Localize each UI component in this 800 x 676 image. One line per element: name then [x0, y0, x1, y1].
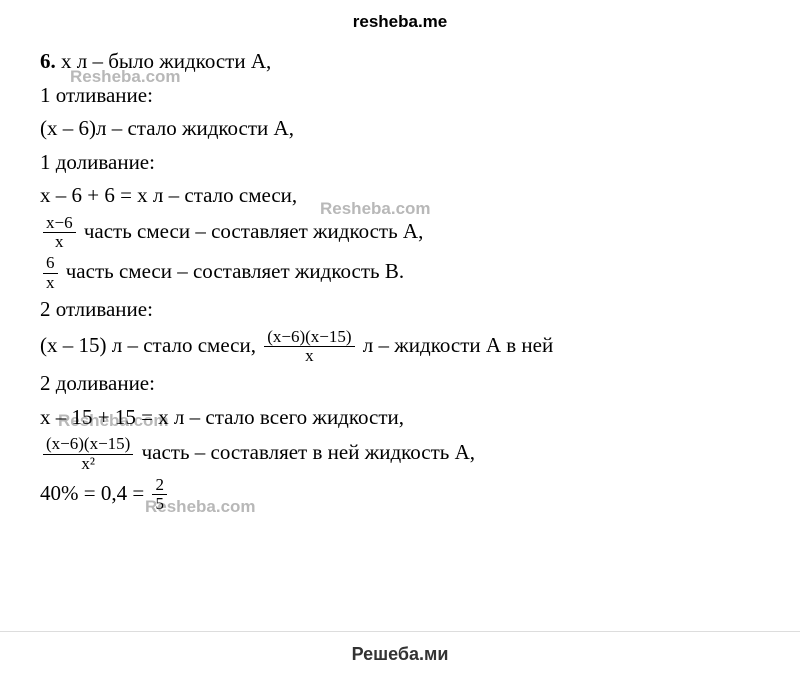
- line-8: 2 отливание:: [40, 294, 760, 326]
- line-5: х – 6 + 6 = х л – стало смеси,: [40, 180, 760, 212]
- header-url: resheba.me: [40, 12, 760, 32]
- line-3: (х – 6)л – стало жидкости А,: [40, 113, 760, 145]
- fraction-2: 6 х: [43, 254, 58, 292]
- fraction-5: 2 5: [152, 476, 167, 514]
- line-12-text: часть – составляет в ней жидкость А,: [136, 440, 475, 464]
- line-11: х – 15 + 15 = х л – стало всего жидкости…: [40, 402, 760, 434]
- footer-text: Решеба.ми: [352, 644, 449, 664]
- line-9a-text: (х – 15) л – стало смеси,: [40, 333, 261, 357]
- line-2: 1 отливание:: [40, 80, 760, 112]
- line-10: 2 доливание:: [40, 368, 760, 400]
- line-13: 40% = 0,4 = 2 5: [40, 476, 760, 514]
- frac4-num: (х−6)(х−15): [43, 435, 133, 455]
- footer-bar: Решеба.ми: [0, 631, 800, 675]
- line-4: 1 доливание:: [40, 147, 760, 179]
- frac1-den: х: [43, 233, 76, 252]
- line-12: (х−6)(х−15) х² часть – составляет в ней …: [40, 435, 760, 473]
- frac2-den: х: [43, 274, 58, 293]
- frac2-num: 6: [43, 254, 58, 274]
- solution-content: 6. х л – было жидкости А, Resheba.com 1 …: [40, 46, 760, 514]
- line-9: (х – 15) л – стало смеси, (х−6)(х−15) х …: [40, 328, 760, 366]
- frac1-num: х−6: [43, 214, 76, 234]
- frac4-den: х²: [43, 455, 133, 474]
- frac3-den: х: [264, 347, 354, 366]
- fraction-3: (х−6)(х−15) х: [264, 328, 354, 366]
- line-9b-text: л – жидкости А в ней: [358, 333, 554, 357]
- line-1-text: х л – было жидкости А,: [56, 49, 272, 73]
- fraction-4: (х−6)(х−15) х²: [43, 435, 133, 473]
- frac5-num: 2: [152, 476, 167, 496]
- line-1: 6. х л – было жидкости А,: [40, 46, 760, 78]
- line-6: х−6 х часть смеси – составляет жидкость …: [40, 214, 760, 252]
- fraction-1: х−6 х: [43, 214, 76, 252]
- line-7-text: часть смеси – составляет жидкость В.: [61, 259, 405, 283]
- frac3-num: (х−6)(х−15): [264, 328, 354, 348]
- frac5-den: 5: [152, 495, 167, 514]
- line-6-text: часть смеси – составляет жидкость А,: [79, 219, 424, 243]
- line-7: 6 х часть смеси – составляет жидкость В.: [40, 254, 760, 292]
- problem-number: 6.: [40, 49, 56, 73]
- line-13a-text: 40% = 0,4 =: [40, 481, 149, 505]
